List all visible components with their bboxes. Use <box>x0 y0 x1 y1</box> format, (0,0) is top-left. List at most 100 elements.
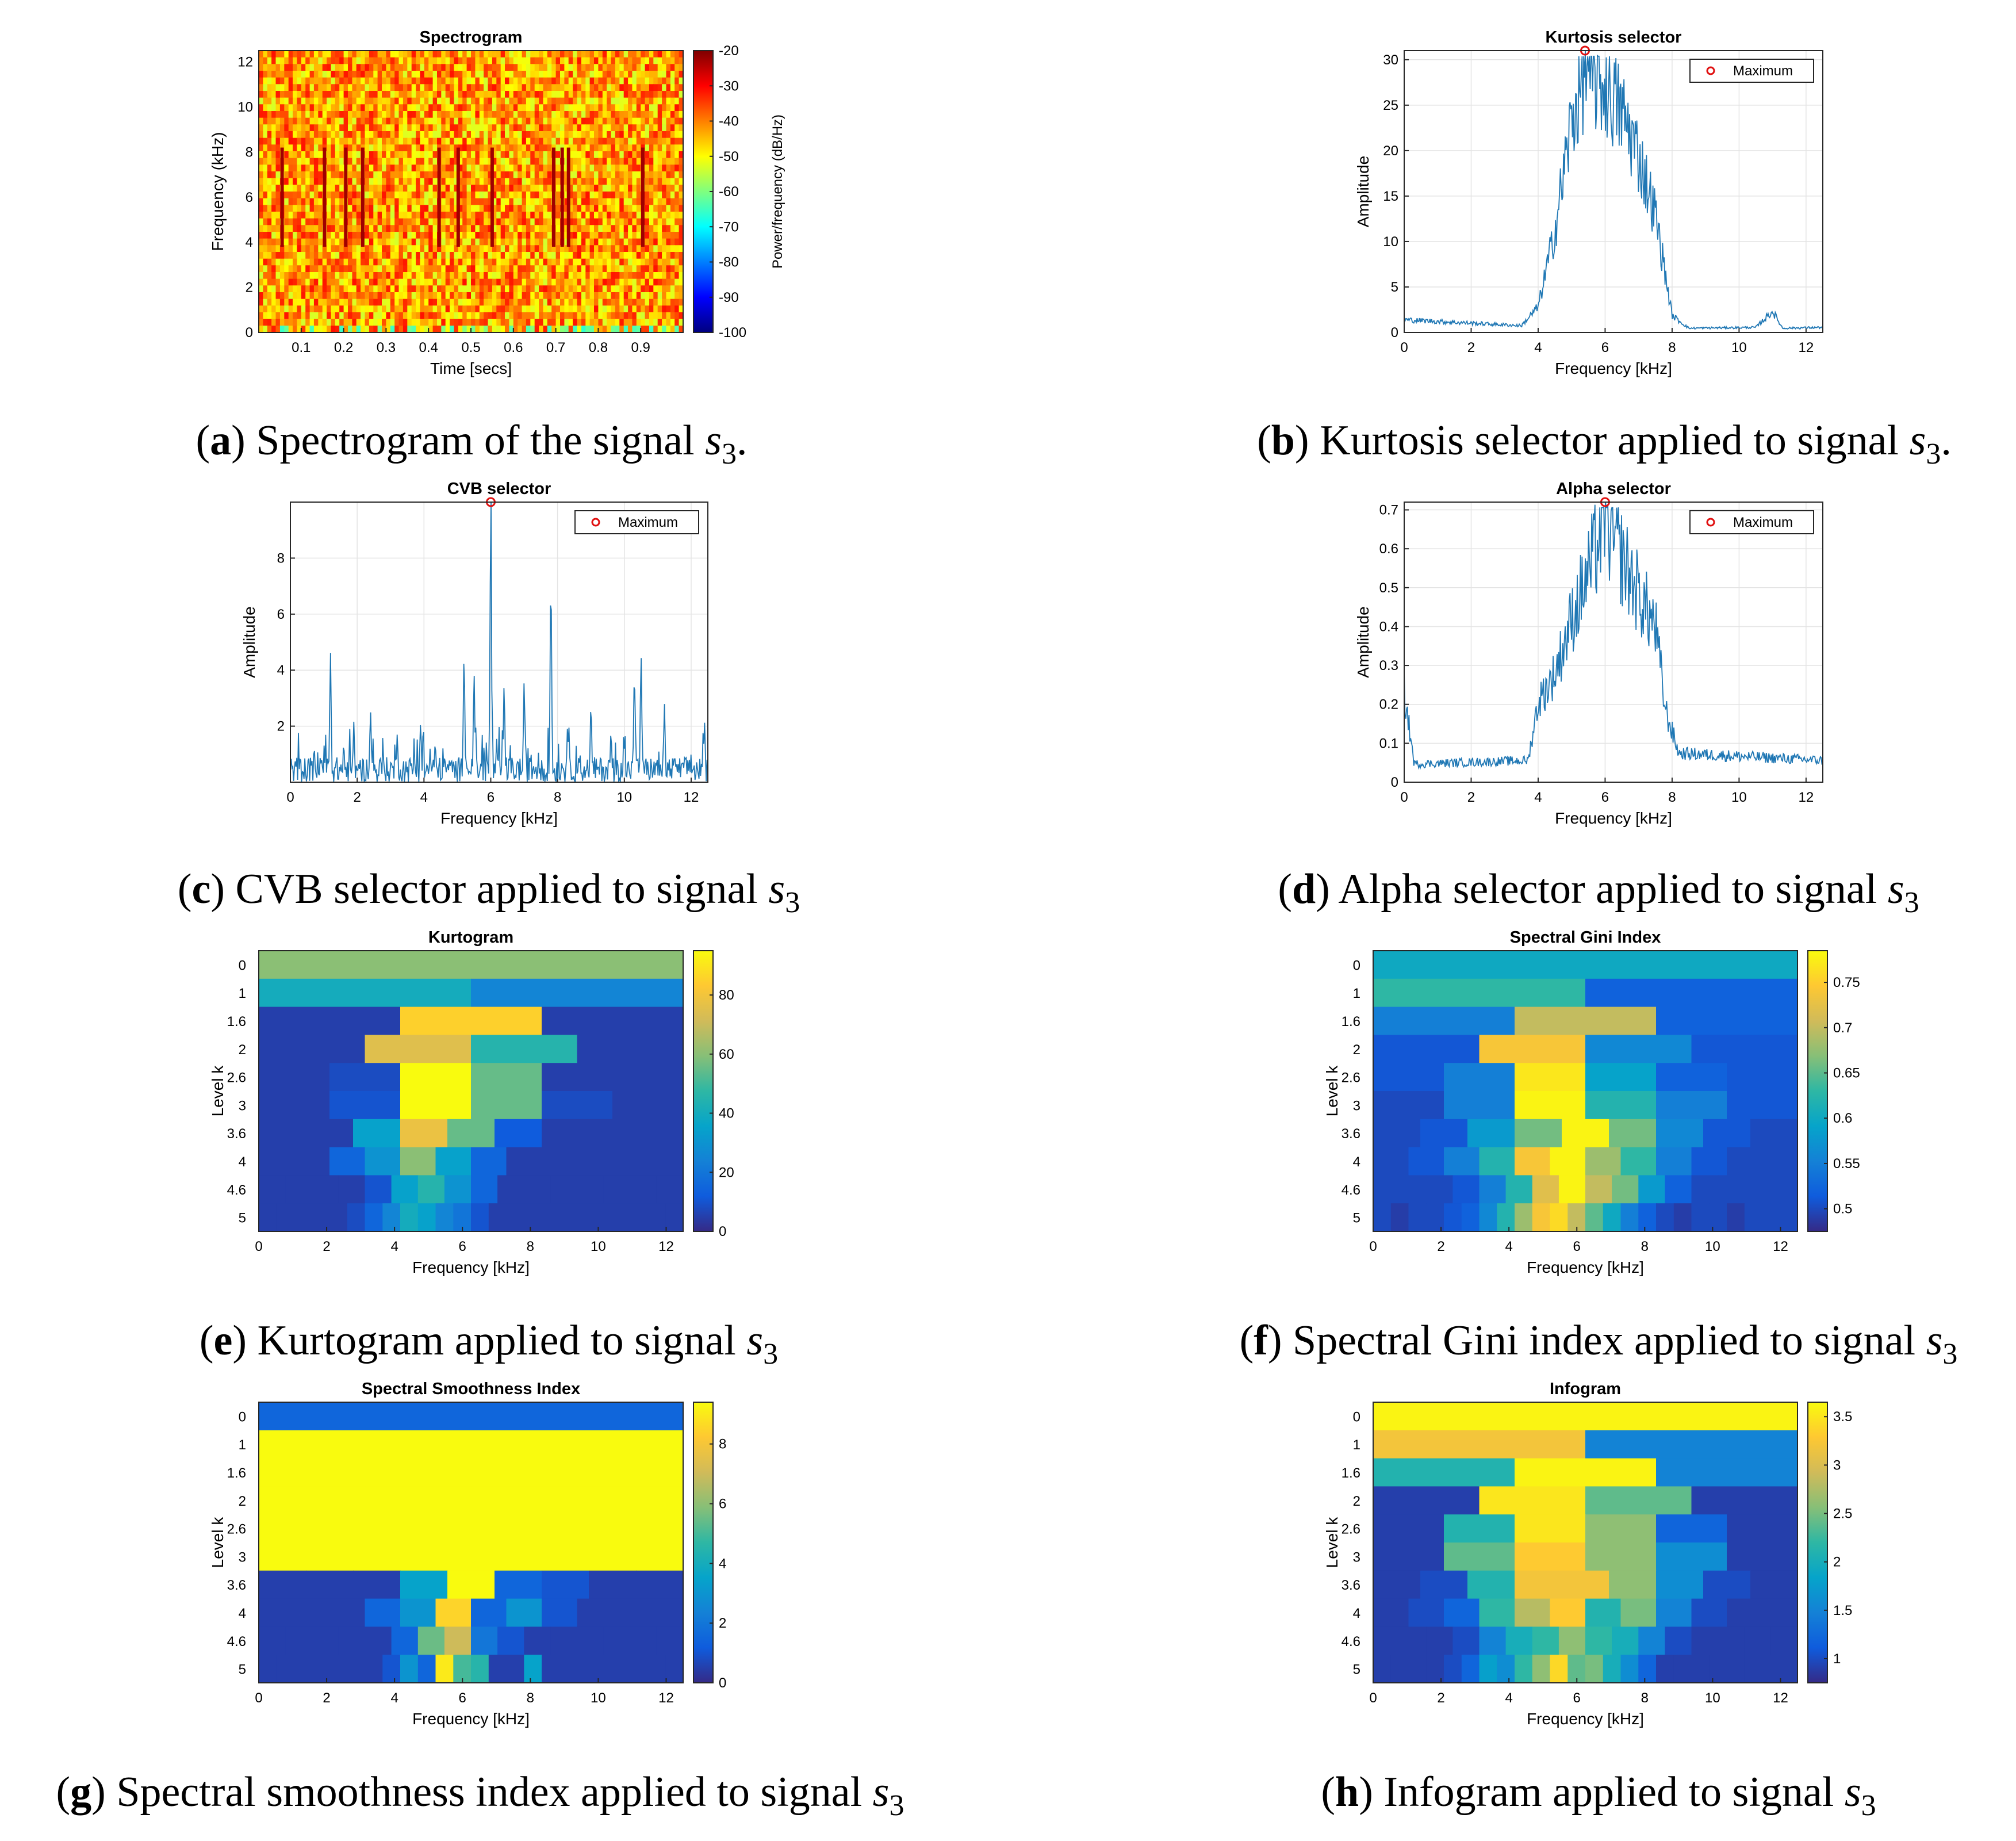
heatmap-cell <box>1562 1570 1609 1599</box>
spectrogram-cell <box>462 111 467 118</box>
legend-box <box>1689 59 1814 83</box>
spectrogram-cell <box>479 285 484 293</box>
spectrogram-cell <box>263 51 268 58</box>
spectrogram-cell <box>479 151 484 159</box>
heatmap-cell <box>365 1626 392 1655</box>
heatmap-cell <box>259 1119 306 1148</box>
spectrogram-cell <box>492 151 497 159</box>
spectrogram-cell <box>547 326 552 333</box>
spectrogram-cell <box>373 258 378 266</box>
spectrogram-cell <box>339 198 344 205</box>
heatmap-cell <box>382 1655 401 1683</box>
spectrogram-cell <box>623 151 628 159</box>
spectrogram-cell <box>666 104 671 112</box>
spectrogram-cell <box>526 212 531 219</box>
caption-text: Spectrogram of the signal <box>246 417 705 464</box>
spectrogram-cell <box>365 238 370 246</box>
spectrogram-cell <box>632 144 637 152</box>
spectrogram-cell <box>382 64 386 71</box>
spectrogram-cell <box>543 192 548 199</box>
spectrogram-cell <box>437 252 442 259</box>
heatmap-cell <box>1373 1430 1586 1459</box>
heatmap-cell <box>417 1626 445 1655</box>
heatmap-cell <box>471 1598 507 1628</box>
spectrogram-cell <box>585 312 591 320</box>
spectrogram-cell <box>653 178 658 185</box>
spectrogram-cell <box>611 245 616 252</box>
spectrogram-cell <box>674 298 680 306</box>
spectrogram-cell <box>649 64 654 71</box>
spectrogram-cell <box>398 104 404 112</box>
spectrogram-cell <box>649 258 654 266</box>
spectrogram-cell <box>458 77 463 85</box>
heatmap-cell <box>1709 1203 1727 1232</box>
heatmap-cell <box>1762 1203 1781 1232</box>
spectrogram-cell <box>288 164 293 172</box>
spectrogram-cell <box>377 258 382 266</box>
spectrogram-cell <box>581 71 586 78</box>
y-axis-label: Level k <box>209 1065 227 1117</box>
spectrogram-cell <box>492 164 497 172</box>
heatmap-cell <box>365 1203 384 1232</box>
spectrogram-cell <box>271 238 277 246</box>
spectrogram-cell <box>679 117 684 125</box>
spectrogram-cell <box>564 185 569 192</box>
spectrogram-cell <box>356 258 361 266</box>
spectrogram-cell <box>301 111 306 118</box>
spectrogram-cell <box>441 245 446 252</box>
spectrogram-cell <box>573 245 578 252</box>
spectrogram-cell <box>594 258 599 266</box>
spectrogram-cell <box>607 326 612 333</box>
heatmap-cell <box>259 1175 286 1204</box>
spectrogram-cell <box>445 91 450 98</box>
spectrogram-cell <box>454 205 459 212</box>
spectrogram-cell <box>488 285 493 293</box>
spectrogram-cell <box>373 117 378 125</box>
spectrogram-cell <box>585 151 591 159</box>
spectrogram-cell <box>475 218 480 225</box>
heatmap-cell <box>550 1626 578 1655</box>
spectrogram-cell <box>607 124 612 132</box>
spectrogram-cell <box>551 71 557 78</box>
spectrogram-cell <box>619 218 624 225</box>
spectrogram-cell <box>518 265 523 273</box>
spectrogram-cell <box>411 164 416 172</box>
spectrogram-cell <box>428 298 434 306</box>
spectrogram-cell <box>539 218 544 225</box>
spectrogram-cell <box>555 232 561 239</box>
spectrogram-cell <box>373 185 378 192</box>
spectrogram-cell <box>445 111 450 118</box>
spectrogram-cell <box>657 218 662 225</box>
spectrogram-cell <box>526 285 531 293</box>
spectrogram-cell <box>445 77 450 85</box>
y-tick-label: 30 <box>1383 52 1398 68</box>
spectrogram-cell <box>492 104 497 112</box>
spectrogram-cell <box>331 164 336 172</box>
spectrogram-cell <box>484 158 489 165</box>
spectrogram-cell <box>445 212 450 219</box>
spectrogram-cell <box>666 164 671 172</box>
spectrogram-cell <box>331 151 336 159</box>
spectrogram-cell <box>619 292 624 300</box>
spectrogram-cell <box>496 77 501 85</box>
spectrogram-cell <box>259 238 263 246</box>
spectrogram-cell <box>377 51 382 58</box>
spectrogram-cell <box>416 252 421 259</box>
spectrogram-cell <box>420 312 425 320</box>
spectrogram-cell <box>327 57 332 64</box>
spectrogram-cell <box>602 77 607 85</box>
level-tick-label: 1.6 <box>227 1014 246 1029</box>
spectrogram-cell <box>437 258 442 266</box>
spectrogram-cell <box>577 64 582 71</box>
spectrogram-cell <box>352 171 357 179</box>
spectrogram-cell <box>424 91 429 98</box>
spectrogram-cell <box>649 278 654 286</box>
spectrogram-cell <box>475 292 480 300</box>
spectrogram-cell <box>327 164 332 172</box>
spectrogram-cell <box>352 124 357 132</box>
spectrogram-cell <box>607 245 612 252</box>
spectrogram-cell <box>373 51 378 58</box>
spectrogram-cell <box>339 212 344 219</box>
spectrogram-cell <box>454 272 459 280</box>
spectrogram-cell <box>343 292 348 300</box>
